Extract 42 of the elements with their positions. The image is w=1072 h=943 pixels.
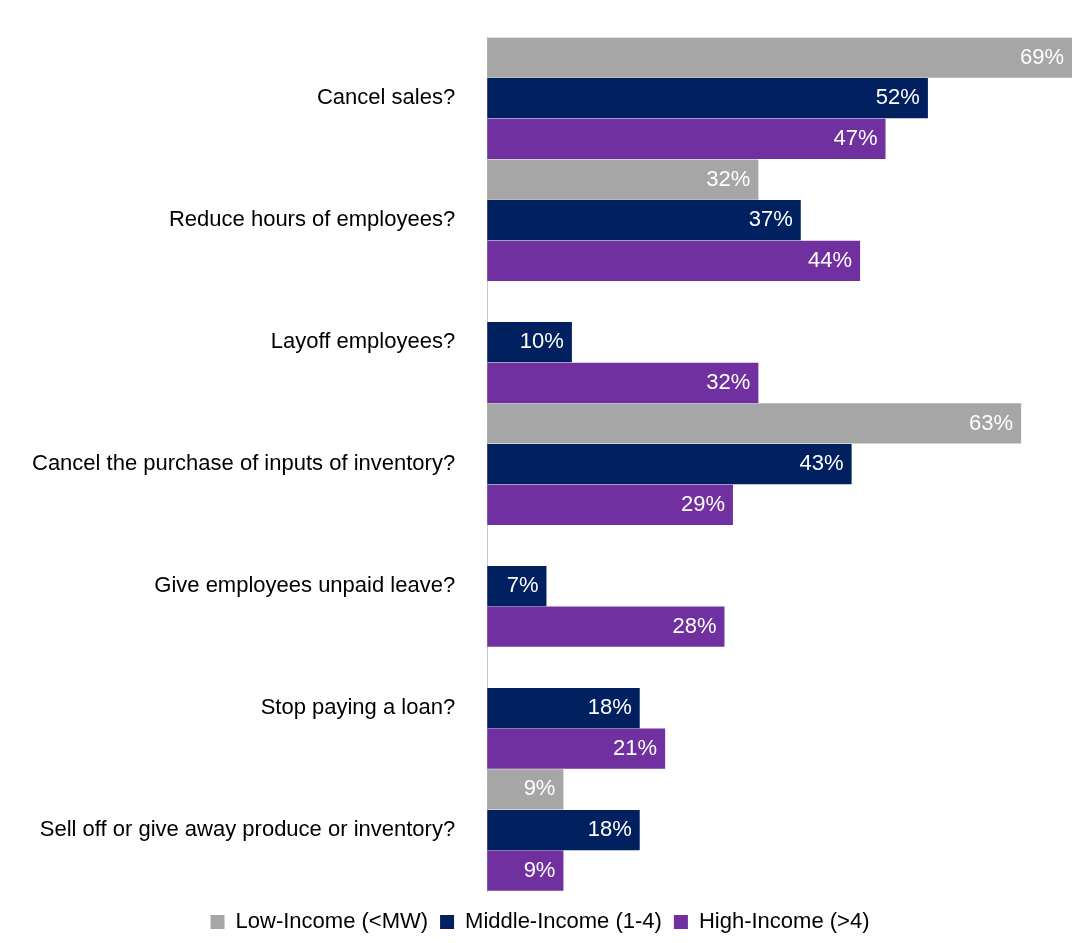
bar xyxy=(487,118,886,159)
legend-label: High-Income (>4) xyxy=(698,908,870,934)
data-label: 18% xyxy=(587,694,632,720)
y-tick-label: Cancel sales? xyxy=(316,84,456,110)
data-label: 29% xyxy=(680,490,725,516)
bar xyxy=(487,403,1022,444)
y-tick-label: Cancel the purchase of inputs of inventory? xyxy=(31,450,456,476)
data-label: 9% xyxy=(523,775,556,801)
bar xyxy=(487,362,759,403)
data-label: 44% xyxy=(808,246,853,272)
data-label: 32% xyxy=(706,165,751,191)
bar xyxy=(487,443,852,485)
data-label: 32% xyxy=(706,368,751,394)
data-label: 9% xyxy=(523,856,556,882)
data-label: 10% xyxy=(519,328,564,354)
data-label: 37% xyxy=(748,206,793,232)
bar xyxy=(487,240,861,281)
bar xyxy=(487,687,640,729)
data-label: 47% xyxy=(833,124,878,150)
data-label: 63% xyxy=(969,409,1014,435)
bar xyxy=(487,809,640,851)
data-label: 52% xyxy=(875,84,920,110)
bar xyxy=(487,78,928,119)
bar xyxy=(487,484,733,525)
data-label: 43% xyxy=(799,450,844,476)
bar xyxy=(487,606,725,647)
data-label: 69% xyxy=(1019,43,1064,69)
bar xyxy=(487,200,801,241)
y-tick-label: Reduce hours of employees? xyxy=(168,206,456,232)
bar xyxy=(487,37,1072,78)
bar xyxy=(487,159,759,200)
y-tick-label: Sell off or give away produce or inventory? xyxy=(39,816,456,842)
legend-label: Low-Income (<MW) xyxy=(235,908,429,934)
y-tick-label: Give employees unpaid leave? xyxy=(154,572,456,598)
y-tick-label: Layoff employees? xyxy=(270,328,456,354)
y-tick-label: Stop paying a loan? xyxy=(260,694,456,720)
data-label: 18% xyxy=(587,816,632,842)
data-label: 21% xyxy=(613,734,658,760)
data-label: 28% xyxy=(672,612,717,638)
data-label: 7% xyxy=(506,572,539,598)
bar xyxy=(487,728,666,769)
legend-label: Middle-Income (1-4) xyxy=(465,908,662,934)
